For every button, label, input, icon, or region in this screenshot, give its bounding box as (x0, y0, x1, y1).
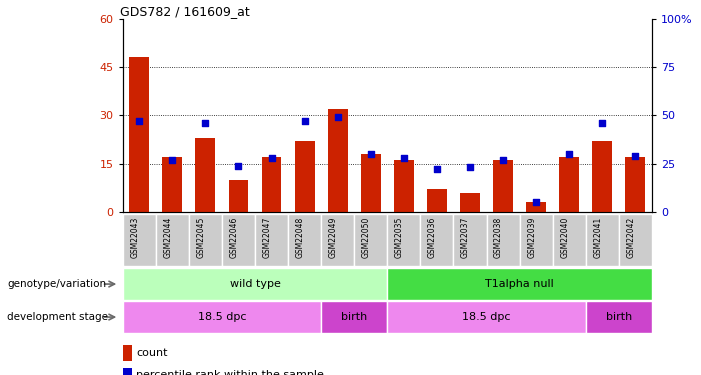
Text: GSM22046: GSM22046 (229, 216, 238, 258)
Bar (229, 180, 248, 212)
Point (200, 120, 211, 126)
Bar (294, 141, 315, 212)
Text: GSM22038: GSM22038 (494, 216, 503, 258)
Point (233, 162, 244, 168)
Bar (625, 157, 646, 212)
Bar (255, 214, 288, 266)
Bar (387, 268, 652, 300)
Bar (163, 157, 182, 212)
Bar (123, 268, 387, 300)
Point (266, 155, 277, 161)
Text: GDS782 / 161609_at: GDS782 / 161609_at (120, 4, 250, 18)
Point (498, 157, 509, 163)
Text: percentile rank within the sample: percentile rank within the sample (137, 370, 325, 375)
Text: genotype/variation: genotype/variation (7, 279, 106, 289)
Bar (619, 214, 652, 266)
Point (332, 114, 343, 120)
Bar (361, 154, 381, 212)
Bar (592, 141, 612, 212)
Text: GSM22037: GSM22037 (461, 216, 470, 258)
Bar (321, 301, 387, 333)
Point (365, 151, 376, 157)
Bar (526, 202, 546, 212)
Text: T1alpha null: T1alpha null (485, 279, 554, 289)
Bar (586, 301, 652, 333)
Text: wild type: wild type (229, 279, 280, 289)
Text: GSM22048: GSM22048 (296, 216, 305, 258)
Bar (196, 138, 215, 212)
Bar (123, 368, 132, 375)
Point (597, 120, 608, 126)
Text: GSM22041: GSM22041 (593, 216, 602, 258)
Point (531, 199, 542, 205)
Point (431, 166, 442, 172)
Text: GSM22040: GSM22040 (560, 216, 569, 258)
Bar (486, 214, 519, 266)
Bar (387, 214, 421, 266)
Point (299, 118, 311, 124)
Text: GSM22036: GSM22036 (428, 216, 437, 258)
Point (167, 157, 178, 163)
Bar (321, 214, 354, 266)
Bar (586, 214, 619, 266)
Bar (222, 214, 255, 266)
Bar (559, 157, 579, 212)
Text: GSM22042: GSM22042 (627, 216, 635, 258)
Bar (189, 214, 222, 266)
Point (398, 155, 409, 161)
Text: 18.5 dpc: 18.5 dpc (198, 312, 246, 322)
Text: GSM22049: GSM22049 (329, 216, 338, 258)
Bar (493, 160, 513, 212)
Point (134, 118, 145, 124)
Text: count: count (137, 348, 168, 358)
Point (564, 151, 575, 157)
Text: GSM22045: GSM22045 (196, 216, 205, 258)
Bar (454, 214, 486, 266)
Bar (129, 57, 149, 212)
Text: birth: birth (341, 312, 367, 322)
Bar (288, 214, 321, 266)
Bar (427, 189, 447, 212)
Text: GSM22039: GSM22039 (527, 216, 536, 258)
Bar (328, 109, 348, 212)
Text: GSM22043: GSM22043 (130, 216, 139, 258)
Bar (156, 214, 189, 266)
Bar (394, 160, 414, 212)
Bar (261, 157, 282, 212)
Text: GSM22047: GSM22047 (263, 216, 271, 258)
Text: GSM22050: GSM22050 (362, 216, 371, 258)
Point (464, 165, 475, 171)
Bar (354, 214, 387, 266)
Bar (123, 214, 156, 266)
Bar (519, 214, 552, 266)
Bar (552, 214, 586, 266)
Bar (123, 345, 132, 361)
Text: birth: birth (606, 312, 632, 322)
Text: 18.5 dpc: 18.5 dpc (462, 312, 511, 322)
Text: GSM22044: GSM22044 (163, 216, 172, 258)
Bar (460, 193, 480, 212)
Text: GSM22035: GSM22035 (395, 216, 404, 258)
Point (629, 153, 641, 159)
Bar (123, 301, 321, 333)
Bar (387, 301, 586, 333)
Text: development stage: development stage (7, 312, 108, 322)
Bar (421, 214, 454, 266)
